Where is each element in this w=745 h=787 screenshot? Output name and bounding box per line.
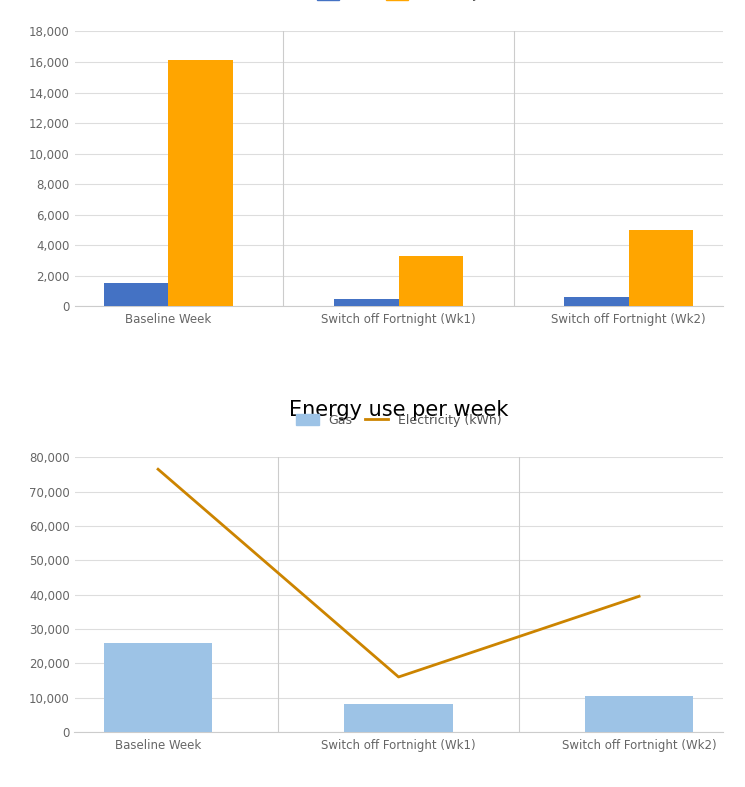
Bar (564, 297, 629, 306)
Title: Energy use per week: Energy use per week (289, 400, 508, 419)
Bar (344, 704, 453, 732)
Bar (629, 230, 693, 306)
Bar (104, 283, 168, 306)
Legend: Gas, Electricity (kWh): Gas, Electricity (kWh) (296, 414, 501, 427)
Bar (104, 643, 212, 732)
Bar (399, 256, 463, 306)
Bar (334, 299, 399, 306)
Bar (168, 61, 233, 306)
Bar (585, 696, 693, 732)
Legend: Gas, Electricity: Gas, Electricity (317, 0, 481, 2)
